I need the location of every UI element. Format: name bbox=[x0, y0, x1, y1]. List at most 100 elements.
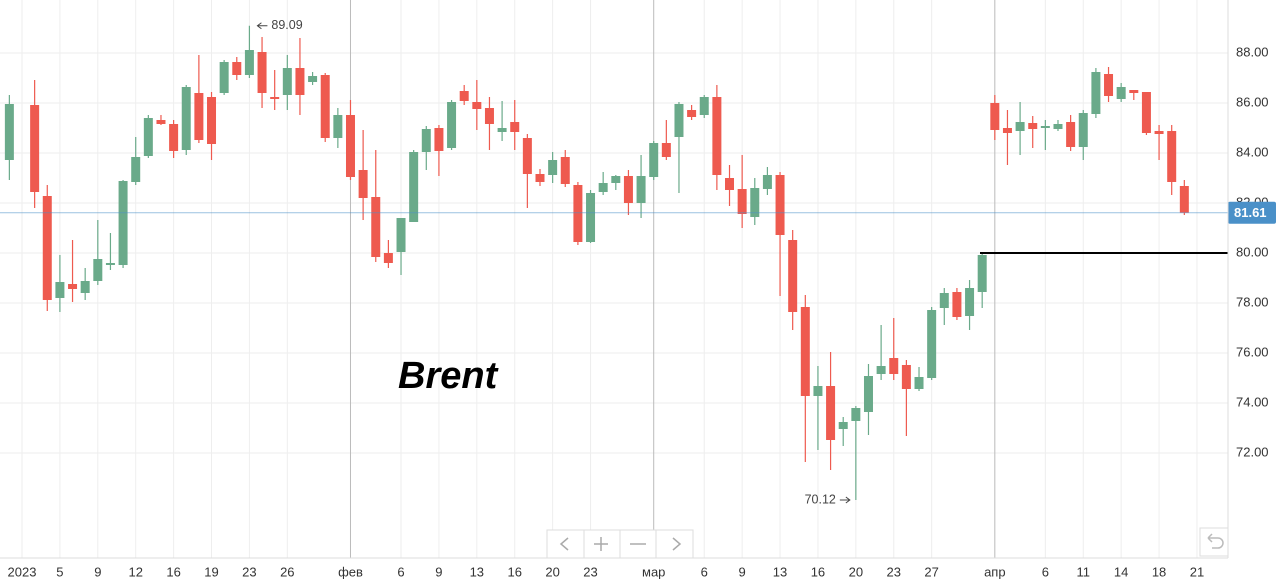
candle-body bbox=[131, 157, 141, 182]
candle-body bbox=[484, 108, 494, 124]
candle-body bbox=[308, 76, 318, 82]
candle-body bbox=[522, 138, 532, 174]
scroll-left[interactable] bbox=[559, 537, 569, 551]
annotation-arrow bbox=[256, 22, 268, 30]
last-price-label: 81.61 bbox=[1234, 205, 1267, 220]
candle-body bbox=[42, 196, 52, 300]
x-tick-label: 5 bbox=[56, 564, 63, 579]
candle-body bbox=[4, 104, 14, 160]
candle-body bbox=[699, 97, 709, 115]
annotation: 70.12 bbox=[805, 492, 836, 506]
candle-body bbox=[914, 377, 924, 389]
candle-body bbox=[1066, 122, 1076, 147]
x-tick-label: 9 bbox=[739, 564, 746, 579]
y-tick-label: 84.00 bbox=[1236, 144, 1269, 159]
candle-body bbox=[295, 68, 305, 95]
candle-body bbox=[788, 240, 798, 312]
zoom-controls bbox=[546, 529, 694, 559]
reset-button[interactable] bbox=[1199, 527, 1229, 557]
candle-body bbox=[434, 128, 444, 151]
x-tick-label: 11 bbox=[1077, 564, 1091, 579]
candle-body bbox=[55, 282, 65, 298]
candle-body bbox=[282, 68, 292, 95]
x-tick-label: 14 bbox=[1114, 564, 1128, 579]
candle-body bbox=[800, 307, 810, 396]
candle-body bbox=[649, 143, 659, 177]
candle-body bbox=[674, 104, 684, 137]
overlay: 89.09 70.12 81.61 bbox=[0, 18, 1276, 506]
x-tick-label: 20 bbox=[545, 564, 559, 579]
candle-body bbox=[1116, 87, 1126, 99]
candle-body bbox=[181, 87, 191, 150]
candle-body bbox=[548, 160, 558, 175]
candle-body bbox=[93, 259, 103, 281]
chart-title: Brent bbox=[398, 355, 499, 397]
candle-body bbox=[105, 263, 115, 265]
candle-body bbox=[421, 129, 431, 152]
candle-body bbox=[560, 157, 570, 184]
candle-body bbox=[232, 62, 242, 75]
candle-body bbox=[737, 189, 747, 214]
y-tick-label: 76.00 bbox=[1236, 344, 1269, 359]
candle-body bbox=[1167, 131, 1177, 182]
candle-body bbox=[1129, 90, 1139, 93]
candle-body bbox=[1104, 74, 1114, 96]
x-tick-label: 13 bbox=[773, 564, 787, 579]
candle-body bbox=[447, 102, 457, 148]
x-tick-label: 20 bbox=[849, 564, 863, 579]
scroll-right[interactable] bbox=[672, 537, 682, 551]
candle-body bbox=[775, 175, 785, 235]
candle-body bbox=[1141, 92, 1151, 133]
candle-body bbox=[68, 284, 78, 289]
candle-body bbox=[1040, 126, 1050, 128]
x-tick-label: 16 bbox=[507, 564, 521, 579]
x-tick-label: 27 bbox=[924, 564, 938, 579]
candle-body bbox=[80, 281, 90, 293]
candle-body bbox=[1179, 186, 1189, 213]
candle-body bbox=[813, 386, 823, 396]
candle-body bbox=[333, 115, 343, 138]
x-tick-label: 2023 bbox=[8, 564, 37, 579]
y-tick-label: 88.00 bbox=[1236, 44, 1269, 59]
candle-body bbox=[510, 122, 520, 132]
zoom-in[interactable] bbox=[594, 537, 608, 551]
candle-body bbox=[194, 93, 204, 140]
x-tick-label: 19 bbox=[204, 564, 218, 579]
candle-body bbox=[459, 91, 469, 101]
last-price-box bbox=[1228, 201, 1276, 224]
candle-body bbox=[838, 422, 848, 429]
y-tick-label: 86.00 bbox=[1236, 94, 1269, 109]
candle-body bbox=[244, 50, 254, 75]
candle-body bbox=[270, 97, 280, 99]
candle-body bbox=[826, 386, 836, 440]
candle-body bbox=[977, 255, 987, 292]
candle-body bbox=[851, 408, 861, 421]
candle-body bbox=[497, 128, 507, 132]
candles bbox=[4, 25, 1189, 500]
candle-body bbox=[257, 52, 267, 93]
candle-body bbox=[30, 105, 40, 192]
x-tick-label: 21 bbox=[1190, 564, 1204, 579]
candle-body bbox=[586, 193, 596, 242]
candle-body bbox=[169, 124, 179, 151]
candle-body bbox=[661, 143, 671, 157]
candle-body bbox=[383, 253, 393, 263]
candle-body bbox=[863, 376, 873, 412]
x-tick-label: 23 bbox=[887, 564, 901, 579]
x-tick-label: 16 bbox=[166, 564, 180, 579]
y-tick-label: 72.00 bbox=[1236, 444, 1269, 459]
candle-body bbox=[396, 218, 406, 252]
candle-body bbox=[1053, 124, 1063, 129]
candle-body bbox=[1028, 123, 1038, 129]
x-tick-label: 13 bbox=[470, 564, 484, 579]
candle-body bbox=[1015, 122, 1025, 131]
candle-body bbox=[687, 110, 697, 117]
annotation: 89.09 bbox=[271, 18, 302, 32]
x-tick-label: 6 bbox=[701, 564, 708, 579]
x-tick-label: 9 bbox=[94, 564, 101, 579]
candle-body bbox=[207, 97, 217, 144]
candle-body bbox=[1078, 113, 1088, 147]
candle-body bbox=[118, 181, 128, 265]
x-tick-label: 16 bbox=[811, 564, 825, 579]
